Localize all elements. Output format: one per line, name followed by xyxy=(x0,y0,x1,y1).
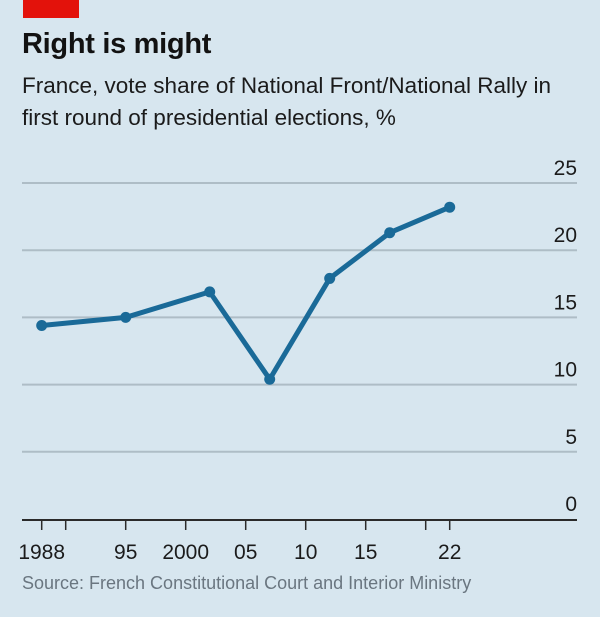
y-tick-label-20: 20 xyxy=(554,224,577,247)
y-axis-labels: 0 5 10 15 20 25 xyxy=(554,157,577,516)
chart-subtitle: France, vote share of National Front/Nat… xyxy=(22,73,552,130)
data-point-2012 xyxy=(324,272,336,284)
y-tick-label-25: 25 xyxy=(554,157,577,180)
source-note: Source: French Constitutional Court and … xyxy=(22,573,472,593)
x-axis: 1988 95 2000 05 10 15 22 xyxy=(18,519,577,564)
x-tick-label-1995: 95 xyxy=(114,541,137,564)
data-point-1988 xyxy=(36,319,48,331)
brand-tag xyxy=(23,0,79,18)
data-point-2002 xyxy=(204,286,216,298)
chart-title: Right is might xyxy=(22,28,212,60)
x-tick-label-2015: 15 xyxy=(354,541,377,564)
x-tick-label-2022: 22 xyxy=(438,541,461,564)
y-tick-label-5: 5 xyxy=(565,426,577,449)
data-point-2007 xyxy=(264,373,276,385)
x-tick-label-2000: 2000 xyxy=(162,541,209,564)
y-tick-label-15: 15 xyxy=(554,291,577,314)
x-tick-label-1988: 1988 xyxy=(18,541,65,564)
x-tick-label-2010: 10 xyxy=(294,541,317,564)
series-line xyxy=(36,201,456,385)
y-tick-label-10: 10 xyxy=(554,359,577,382)
y-tick-label-0: 0 xyxy=(565,493,577,516)
data-point-2017 xyxy=(384,227,396,239)
data-point-2022 xyxy=(444,201,456,213)
x-tick-label-2005: 05 xyxy=(234,541,257,564)
data-point-1995 xyxy=(120,311,132,323)
